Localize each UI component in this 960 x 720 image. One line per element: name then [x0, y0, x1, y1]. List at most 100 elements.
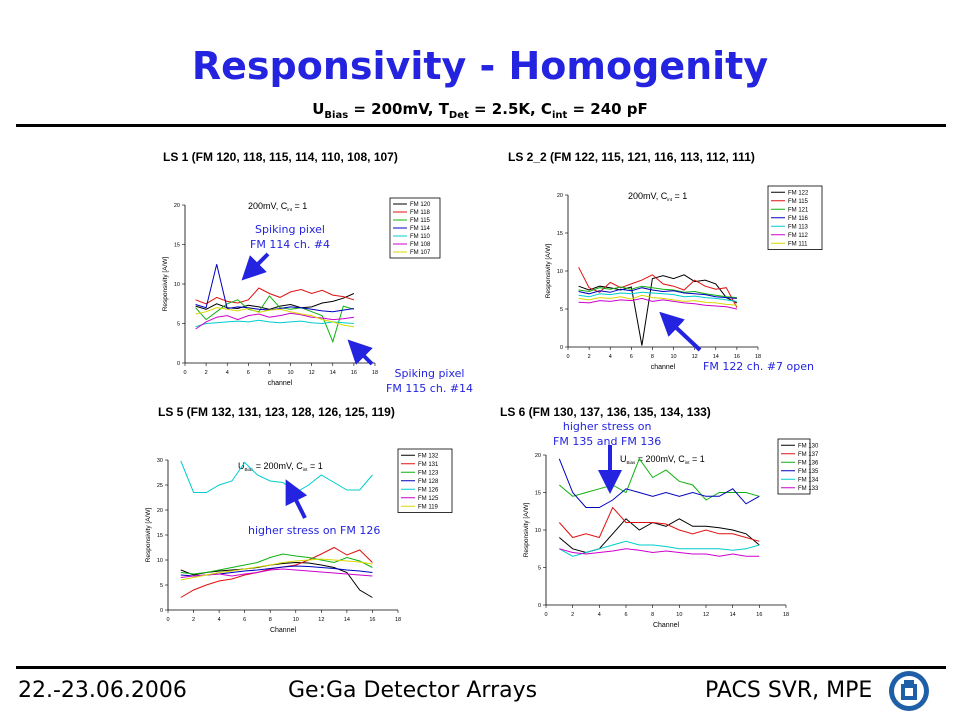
series-line — [195, 312, 354, 330]
legend-label: FM 136 — [798, 460, 819, 466]
x-tick-label: 6 — [243, 617, 246, 623]
arrow-fm114 — [241, 252, 270, 281]
legend-label: FM 122 — [788, 190, 809, 196]
x-tick-label: 4 — [598, 612, 601, 618]
legend-label: FM 133 — [798, 486, 819, 492]
footer-date: 22.-23.06.2006 — [18, 678, 187, 703]
legend-label: FM 110 — [410, 234, 431, 240]
x-tick-label: 6 — [630, 354, 633, 360]
x-tick-label: 4 — [218, 617, 221, 623]
y-tick-label: 5 — [538, 566, 541, 572]
footer-title: Ge:Ga Detector Arrays — [288, 678, 538, 703]
x-tick-label: 14 — [330, 370, 336, 376]
series-line — [578, 294, 737, 306]
series-line — [195, 295, 355, 344]
legend-label: FM 114 — [410, 226, 431, 232]
x-tick-label: 18 — [755, 354, 761, 360]
x-tick-label: 6 — [247, 370, 250, 376]
legend-label: FM 123 — [418, 470, 439, 476]
x-tick-label: 4 — [226, 370, 229, 376]
x-tick-label: 10 — [293, 617, 299, 623]
mpe-logo-icon — [889, 671, 929, 711]
panel-title-ls6: LS 6 (FM 130, 137, 136, 135, 134, 133) — [500, 405, 711, 419]
y-tick-label: 10 — [157, 558, 163, 564]
y-tick-label: 5 — [177, 322, 180, 328]
x-tick-label: 8 — [269, 617, 272, 623]
x-tick-label: 2 — [588, 354, 591, 360]
x-tick-label: 6 — [624, 612, 627, 618]
legend-label: FM 115 — [410, 218, 431, 224]
y-tick-label: 15 — [557, 231, 563, 237]
series-line — [195, 319, 354, 328]
legend-label: FM 120 — [410, 202, 431, 208]
y-tick-label: 10 — [535, 528, 541, 534]
series-line — [578, 287, 737, 299]
legend-box — [777, 438, 811, 495]
annotation-spiking-fm114: Spiking pixel FM 114 ch. #4 — [250, 223, 331, 251]
x-tick-label: 18 — [395, 617, 401, 623]
x-tick-label: 2 — [571, 612, 574, 618]
x-tick-label: 0 — [166, 617, 169, 623]
annotation-spiking-fm115: Spiking pixel FM 115 ch. #14 — [386, 367, 474, 395]
legend-label: FM 111 — [788, 241, 808, 247]
chart-ls2: 0 2 4 6 8 10 12 14 16 18 0 5 10 15 20 channel Responsivi… — [545, 185, 823, 371]
x-tick-label: 10 — [670, 354, 676, 360]
legend-label: FM 137 — [798, 452, 819, 458]
y-tick-label: 15 — [157, 533, 163, 539]
page-title: Responsivity - Homogenity — [191, 44, 769, 88]
legend-label: FM 132 — [418, 453, 439, 459]
series-line — [195, 293, 355, 310]
x-tick-label: 18 — [372, 370, 378, 376]
series-line — [180, 568, 373, 578]
footer-org: PACS SVR, MPE — [705, 678, 873, 703]
legend-label: FM 113 — [788, 224, 809, 230]
y-tick-label: 5 — [160, 583, 163, 589]
series-line — [578, 297, 738, 310]
y-tick-label: 20 — [174, 203, 180, 209]
legend-label: FM 108 — [410, 242, 431, 248]
inner-label: 200mV, Cint = 1 — [248, 201, 307, 212]
series-line — [559, 548, 760, 557]
annotation-stress-fm135-136: higher stress on FM 135 and FM 136 — [553, 420, 662, 448]
x-tick-label: 2 — [205, 370, 208, 376]
legend-label: FM 125 — [418, 496, 439, 502]
x-axis-label: channel — [268, 380, 293, 387]
x-tick-label: 4 — [609, 354, 612, 360]
y-tick-label: 0 — [177, 361, 180, 367]
panel-title-ls2: LS 2_2 (FM 122, 115, 121, 116, 113, 112,… — [508, 150, 755, 164]
legend-label: FM 131 — [418, 462, 439, 468]
y-tick-label: 15 — [535, 491, 541, 497]
x-axis-label: Channel — [270, 627, 297, 634]
legend-label: FM 126 — [418, 487, 439, 493]
y-axis-label: Responsivity [A/W] — [545, 244, 552, 299]
x-tick-label: 10 — [676, 612, 682, 618]
y-axis-label: Responsivity [A/W] — [162, 257, 169, 312]
inner-label: UBias = 200mV, Cint = 1 — [620, 454, 705, 465]
y-axis-label: Responsivity [A/W] — [145, 508, 152, 563]
chart-ls1: 0 2 4 6 8 10 12 14 16 18 0 5 10 15 20 channel Responsivi… — [162, 197, 441, 387]
inner-label: UBias = 200mV, Cint = 1 — [238, 461, 323, 472]
y-tick-label: 10 — [174, 282, 180, 288]
x-tick-label: 8 — [268, 370, 271, 376]
annotation-stress-fm126: higher stress on FM 126 — [248, 524, 381, 537]
y-tick-label: 5 — [560, 307, 563, 313]
legend-label: FM 112 — [788, 233, 809, 239]
y-tick-label: 25 — [157, 483, 163, 489]
x-tick-label: 18 — [783, 612, 789, 618]
arrow-fm126 — [285, 479, 308, 519]
x-tick-label: 16 — [369, 617, 375, 623]
series-line — [180, 558, 373, 581]
series-line — [578, 285, 737, 299]
series-line — [558, 506, 760, 542]
inner-label: 200mV, Cint = 1 — [628, 191, 687, 202]
x-tick-label: 12 — [309, 370, 315, 376]
x-tick-label: 14 — [344, 617, 350, 623]
y-tick-label: 0 — [160, 608, 163, 614]
x-tick-label: 12 — [318, 617, 324, 623]
x-tick-label: 12 — [692, 354, 698, 360]
x-tick-label: 14 — [713, 354, 719, 360]
legend-label: FM 130 — [798, 443, 819, 449]
series-line — [195, 307, 354, 328]
series-line — [578, 291, 737, 302]
